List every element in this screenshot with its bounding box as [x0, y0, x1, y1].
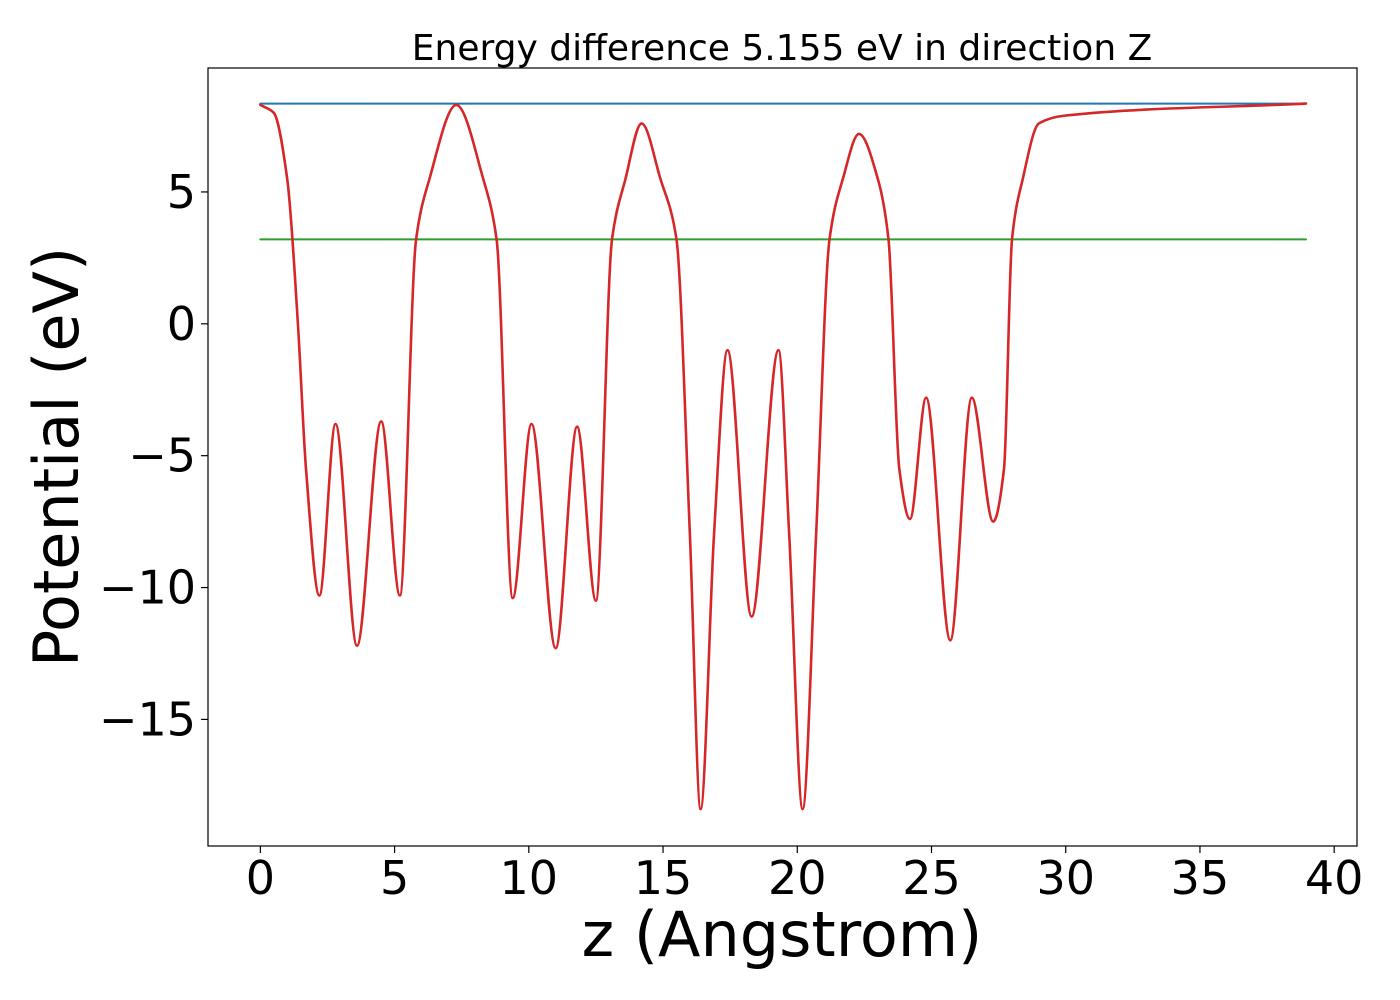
x-tick-label: 35 [1171, 851, 1230, 905]
y-tick-label: 0 [167, 297, 196, 351]
x-tick-label: 15 [634, 851, 693, 905]
y-tick-label: 5 [167, 165, 196, 219]
x-tick-label: 0 [246, 851, 275, 905]
x-tick-label: 40 [1305, 851, 1364, 905]
x-tick-label: 5 [380, 851, 409, 905]
y-axis-label: Potential (eV) [20, 247, 93, 667]
plot-frame [207, 67, 1358, 847]
x-axis: 0 5 10 15 20 25 30 35 40 [246, 846, 1364, 905]
series-line-3 [259, 102, 1308, 811]
y-tick-label: −5 [128, 429, 196, 483]
x-tick-label: 20 [768, 851, 827, 905]
y-axis: −15 −10 −5 0 5 [99, 165, 208, 746]
y-tick-label: −15 [99, 692, 196, 746]
series-layer [259, 102, 1308, 811]
x-tick-label: 25 [902, 851, 961, 905]
x-tick-label: 30 [1036, 851, 1095, 905]
y-tick-label: −10 [99, 561, 196, 615]
x-tick-label: 10 [500, 851, 559, 905]
x-axis-label: z (Angstrom) [582, 898, 983, 971]
chart-title: Energy difference 5.155 eV in direction … [412, 28, 1153, 69]
